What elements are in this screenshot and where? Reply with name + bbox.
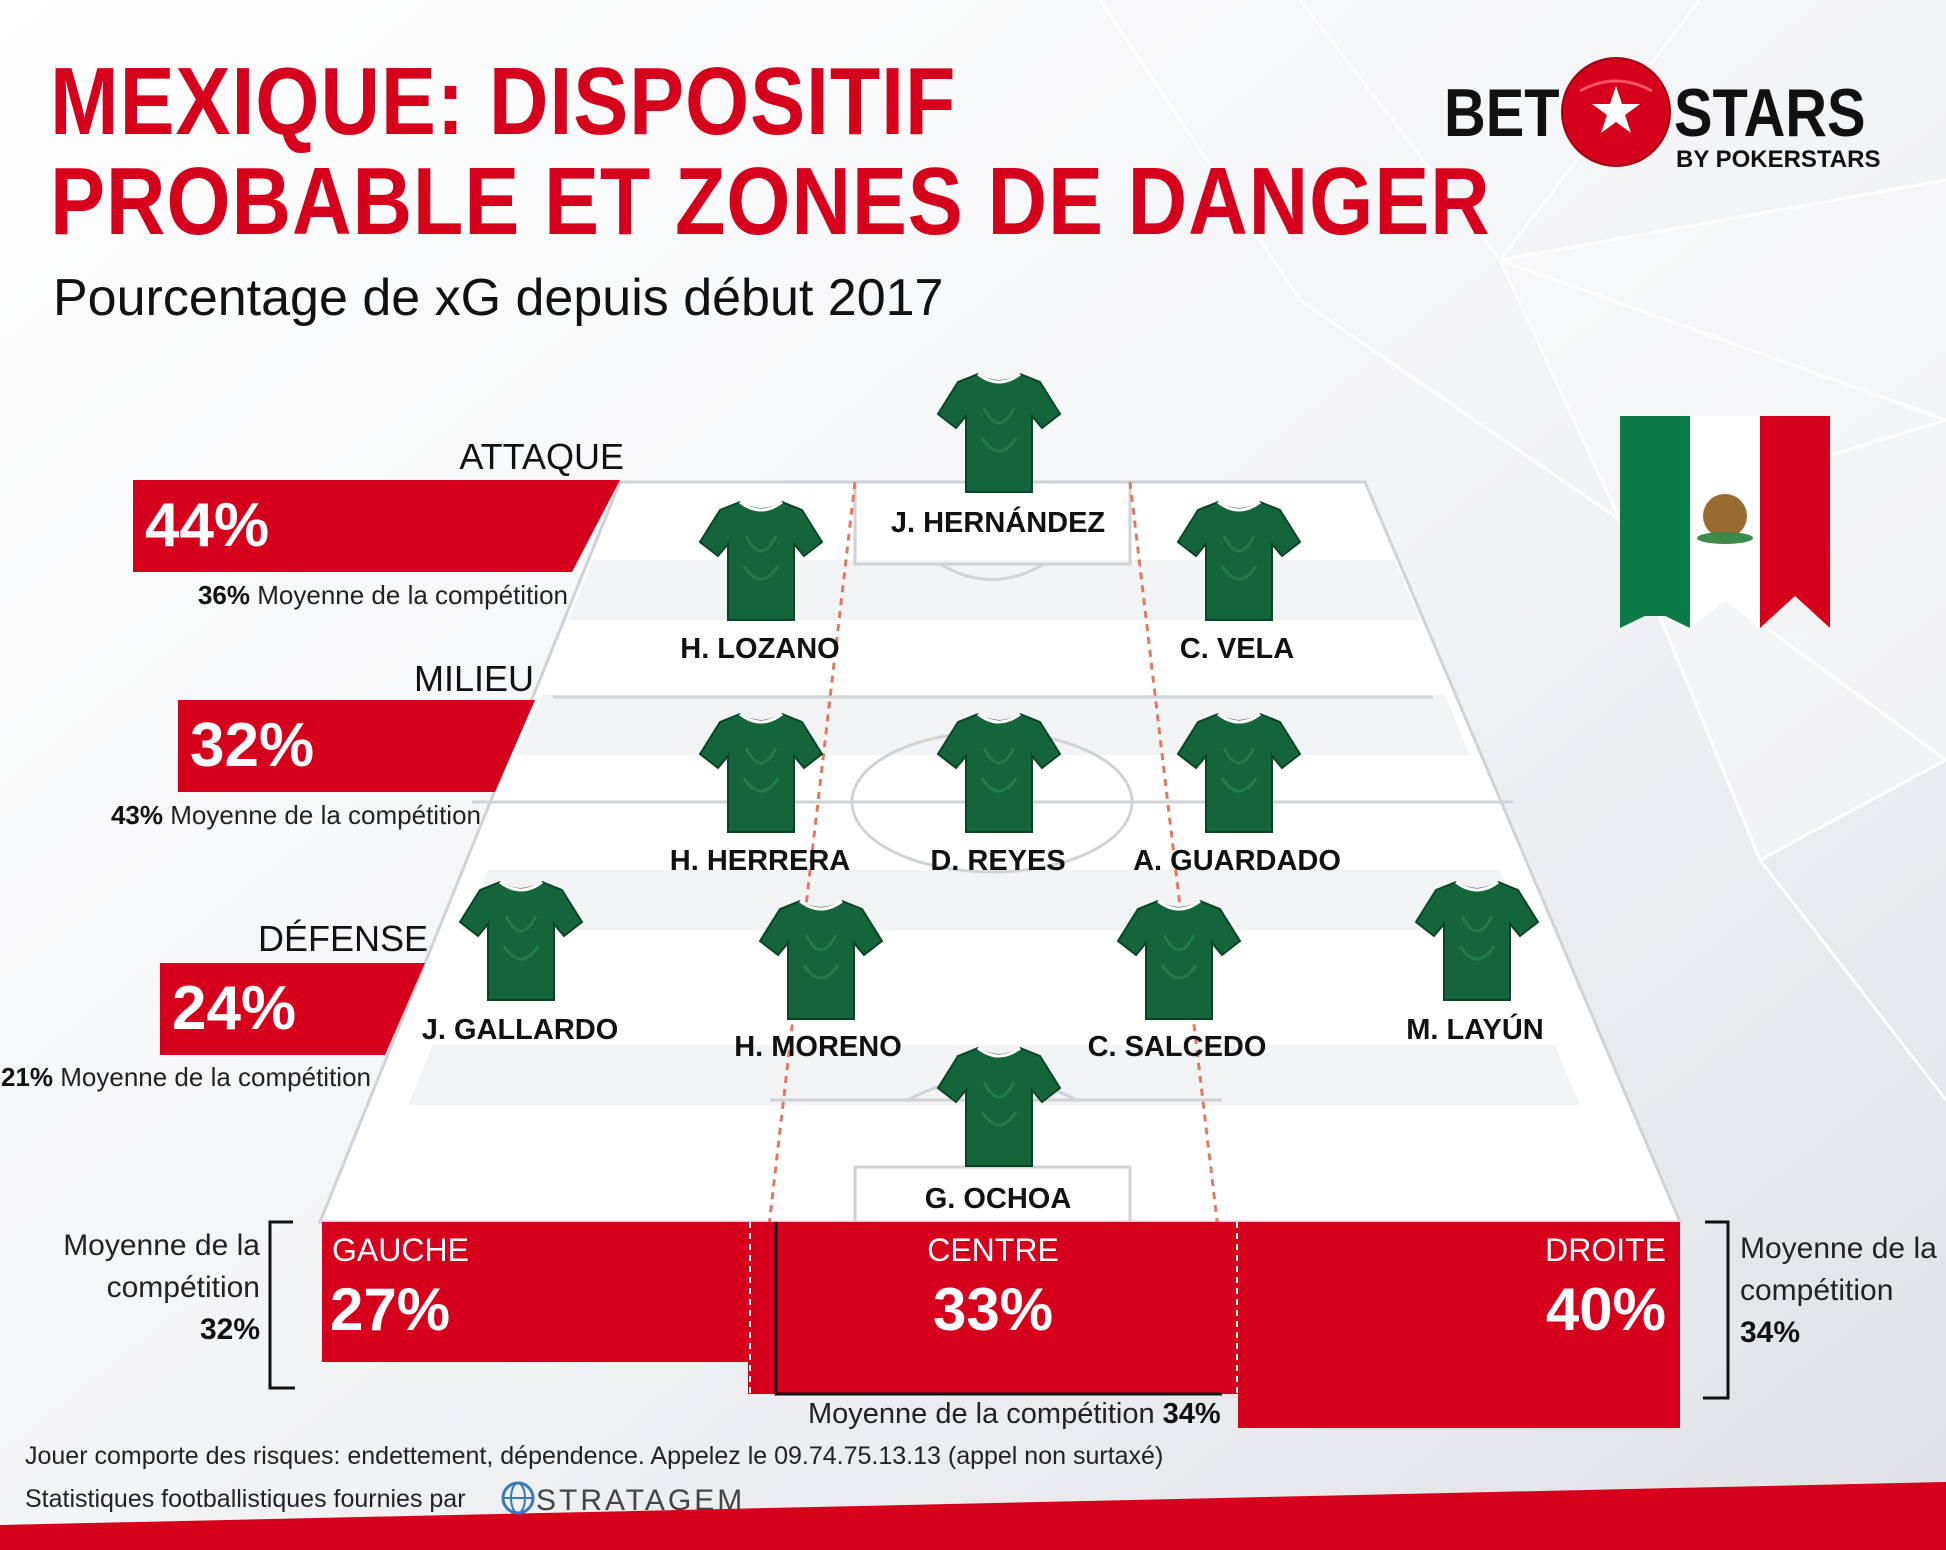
right-zone-value: 40% (1545, 1276, 1666, 1343)
page-subtitle: Pourcentage de xG depuis début 2017 (53, 269, 944, 327)
left-zone-bar (322, 1222, 750, 1362)
right-zone-avg-value: 34% (1740, 1316, 1801, 1349)
left-zone-avg-value: 32% (199, 1313, 260, 1346)
defense-label: DÉFENSE (257, 918, 428, 959)
defense-value: 24% (172, 974, 297, 1043)
right-zone-label: DROITE (1545, 1232, 1666, 1268)
jersey-icon-layun (1412, 876, 1542, 1006)
defense-avg: 21% Moyenne de la compétition (1, 1062, 371, 1093)
left-zone-label: GAUCHE (332, 1232, 469, 1268)
jersey-icon-hernandez (934, 368, 1064, 498)
attack-bar (133, 480, 620, 572)
jersey-icon-herrera (696, 708, 826, 838)
right-zone-avg: Moyenne de la compétition 34% (1740, 1228, 1937, 1354)
logo-by-text: BY POKERSTARS (1676, 146, 1881, 173)
player-name-layun: M. LAYÚN (1406, 1014, 1544, 1046)
left-zone-avg: Moyenne de la compétition 32% (63, 1225, 260, 1351)
jersey-icon-reyes (934, 708, 1064, 838)
logo-stars-text: STARS (1674, 75, 1866, 151)
center-zone-avg-text: Moyenne de la compétition (808, 1398, 1155, 1430)
title-line-1: MEXIQUE: DISPOSITIF (50, 48, 957, 155)
right-zone-avg-line1: Moyenne de la (1740, 1232, 1937, 1265)
jersey-icon-lozano (696, 496, 826, 626)
attack-avg-text: Moyenne de la compétition (257, 580, 568, 610)
footer-disclaimer: Jouer comporte des risques: endettement,… (25, 1442, 1164, 1470)
midfield-avg-text: Moyenne de la compétition (170, 800, 481, 830)
center-zone-value: 33% (932, 1276, 1054, 1343)
midfield-avg: 43% Moyenne de la compétition (111, 800, 481, 831)
defense-bar (160, 963, 425, 1055)
attack-label: ATTAQUE (459, 436, 624, 477)
left-zone-avg-line1: Moyenne de la (63, 1229, 260, 1262)
player-name-moreno: H. MORENO (734, 1031, 902, 1063)
logo-bet-text: BET (1444, 75, 1560, 151)
mexico-flag-icon (1620, 416, 1830, 628)
jersey-icon-gallardo (456, 876, 586, 1006)
player-name-hernandez: J. HERNÁNDEZ (890, 507, 1106, 539)
player-name-lozano: H. LOZANO (680, 633, 840, 665)
center-zone-avg-value: 34% (1162, 1398, 1221, 1430)
logo-ball-icon (1561, 57, 1671, 167)
midfield-label: MILIEU (413, 658, 534, 699)
stratagem-logo-text: STRATAGEM (536, 1484, 746, 1517)
player-name-vela: C. VELA (1179, 633, 1295, 665)
center-zone-label: CENTRE (927, 1232, 1059, 1268)
right-bracket (1703, 1220, 1730, 1400)
center-bracket (774, 1222, 1222, 1396)
attack-value: 44% (145, 491, 270, 560)
center-zone-avg: Moyenne de la compétition 34% (808, 1398, 1221, 1431)
player-name-reyes: D. REYES (930, 845, 1066, 877)
attack-avg: 36% Moyenne de la compétition (198, 580, 568, 611)
defense-avg-value: 21% (0, 1062, 54, 1092)
defense-avg-text: Moyenne de la compétition (60, 1062, 371, 1092)
attack-avg-value: 36% (197, 580, 251, 610)
jersey-icon-ochoa (934, 1042, 1064, 1172)
title-line-2: PROBABLE ET ZONES DE DANGER (50, 148, 1491, 255)
jersey-icon-guardado (1174, 708, 1304, 838)
player-name-herrera: H. HERRERA (669, 845, 851, 877)
player-name-ochoa: G. OCHOA (924, 1183, 1072, 1215)
left-zone-avg-line2: compétition (106, 1271, 260, 1304)
right-zone-avg-line2: compétition (1740, 1274, 1894, 1307)
midfield-value: 32% (190, 711, 315, 780)
globe-icon (501, 1481, 535, 1515)
jersey-icon-vela (1174, 496, 1304, 626)
left-bracket (268, 1220, 295, 1390)
jersey-icon-salcedo (1114, 895, 1244, 1025)
midfield-avg-value: 43% (110, 800, 164, 830)
bottom-strip (0, 1482, 1946, 1550)
right-zone-bar (1238, 1222, 1680, 1428)
jersey-icon-moreno (756, 895, 886, 1025)
player-name-gallardo: J. GALLARDO (421, 1014, 619, 1046)
center-zone-bar (748, 1222, 1238, 1394)
player-name-salcedo: C. SALCEDO (1087, 1031, 1267, 1063)
footer-credit: Statistiques footballistiques fournies p… (25, 1485, 466, 1513)
page-title: MEXIQUE: DISPOSITIF PROBABLE ET ZONES DE… (50, 52, 1491, 252)
midfield-bar (178, 700, 535, 792)
player-name-guardado: A. GUARDADO (1133, 845, 1341, 877)
left-zone-value: 27% (330, 1276, 451, 1343)
